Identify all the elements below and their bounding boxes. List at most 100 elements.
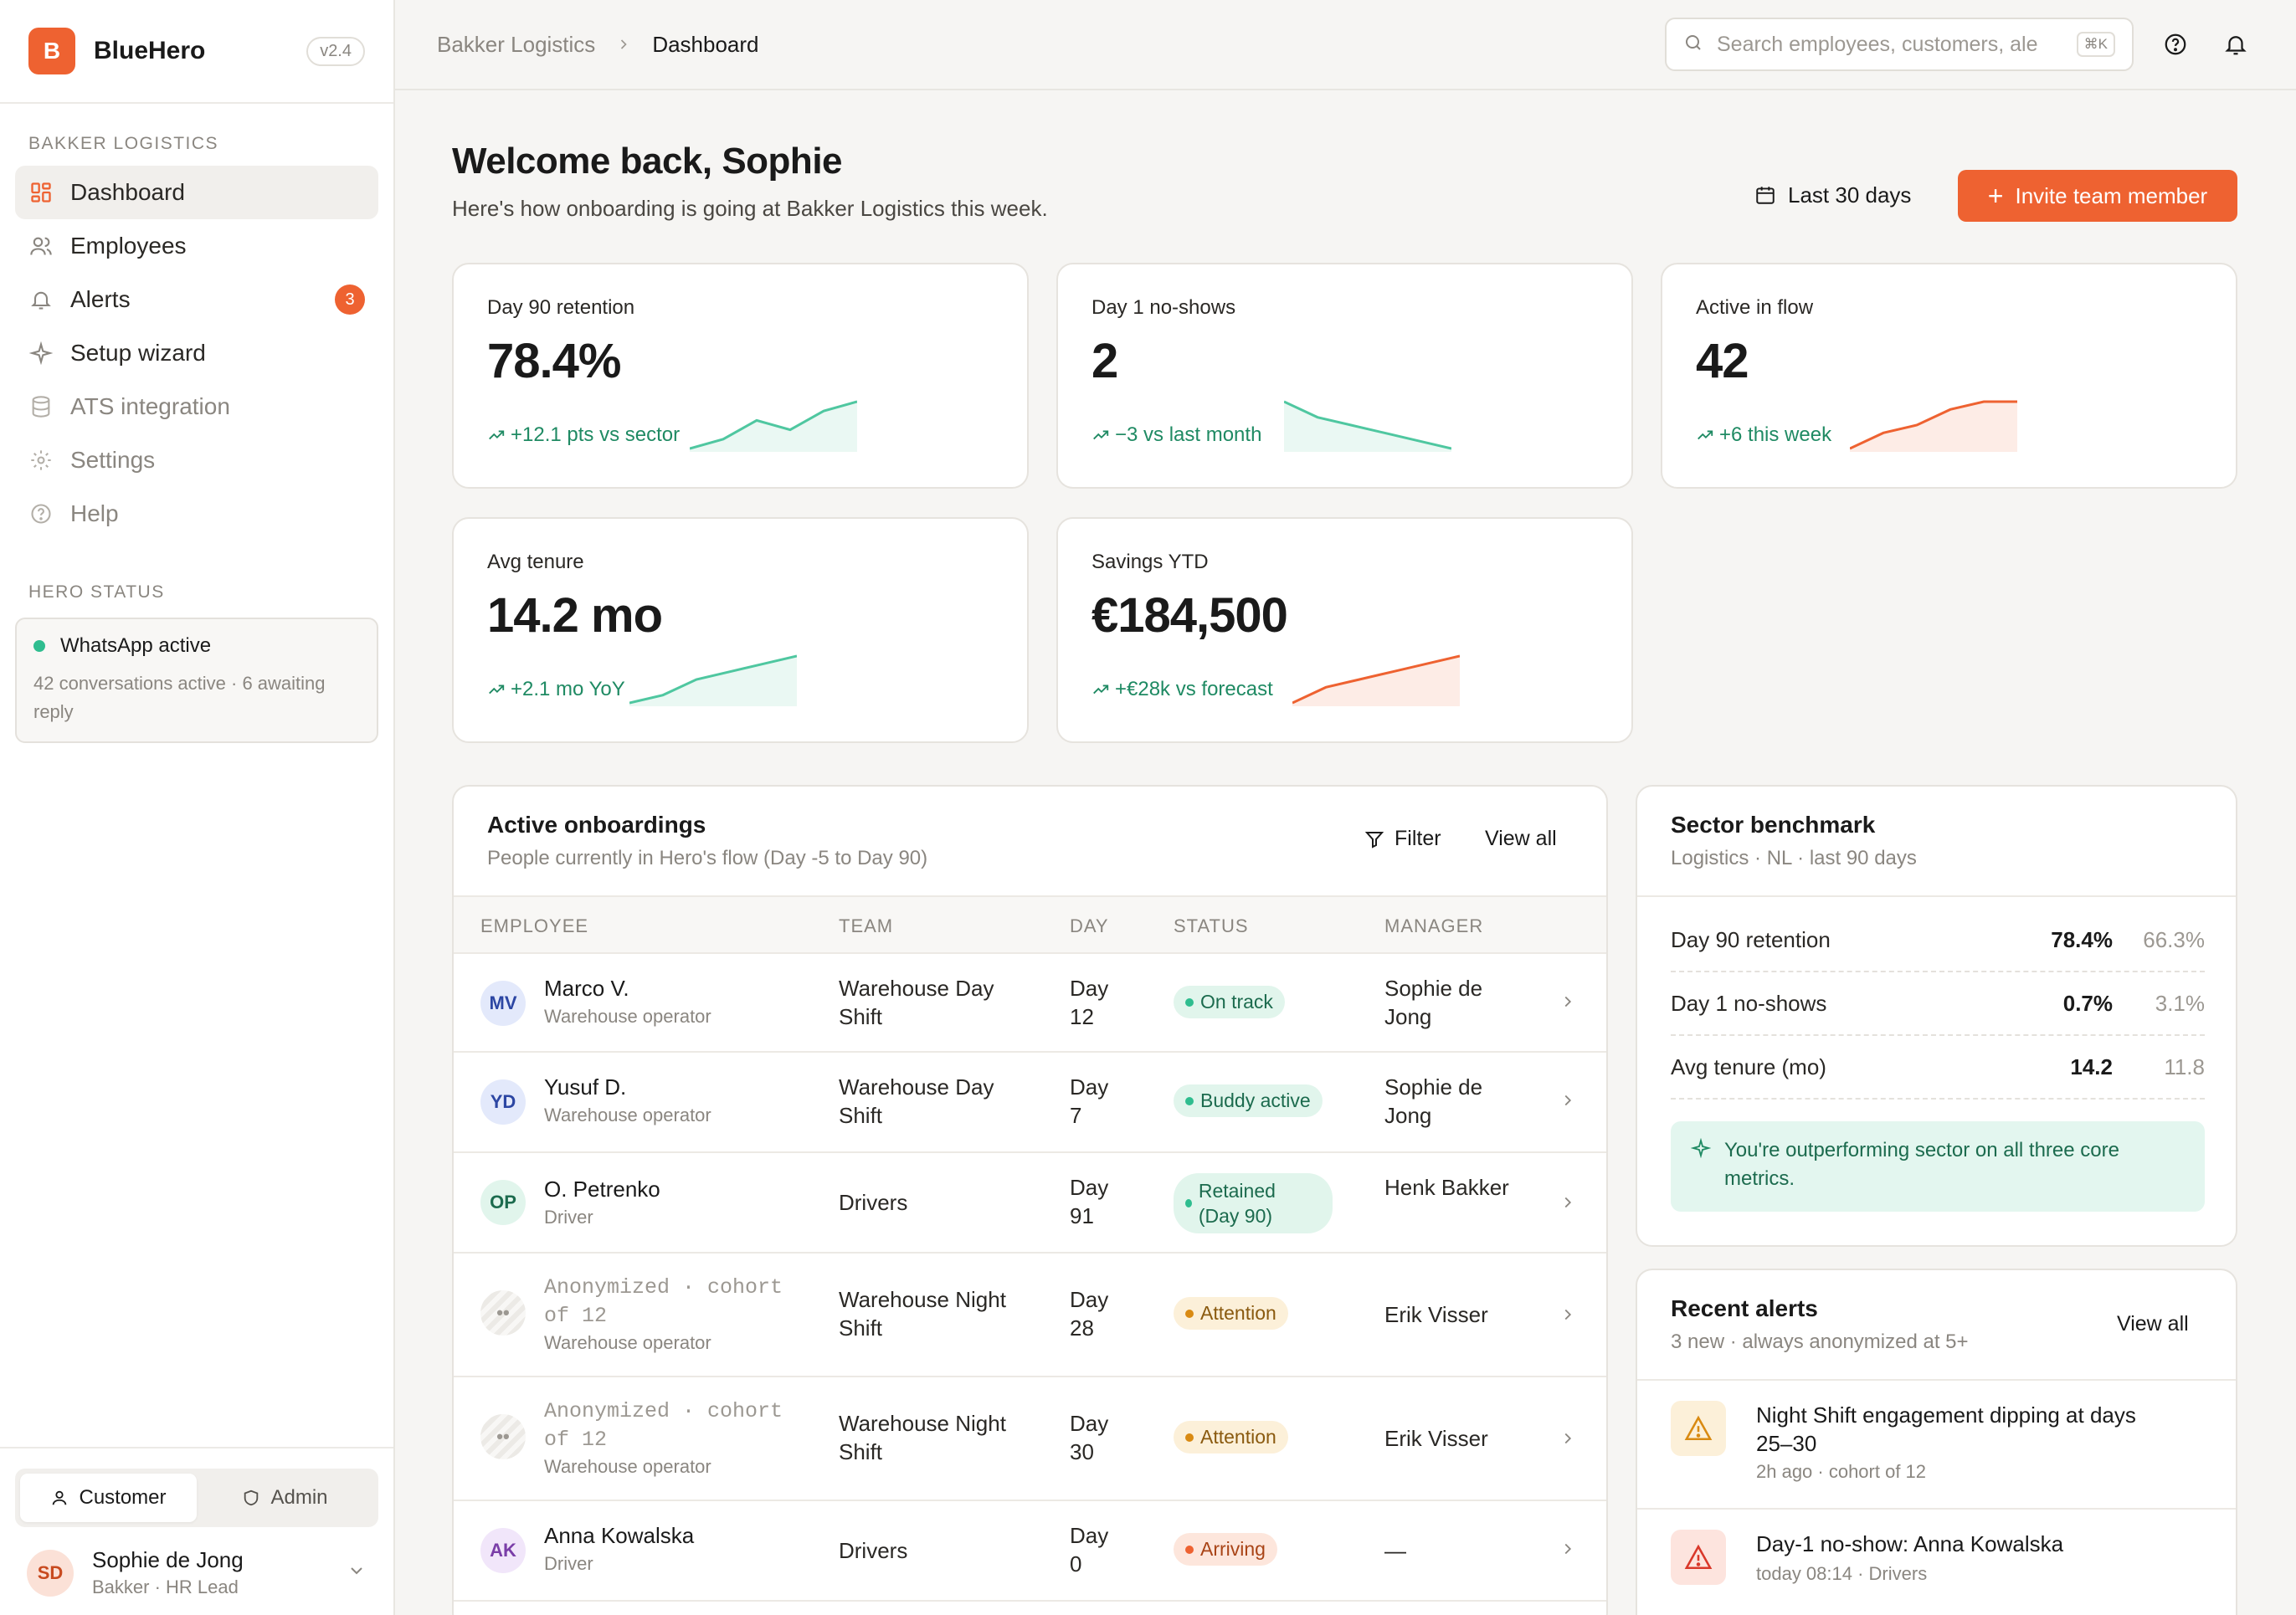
role-customer-button[interactable]: Customer <box>20 1474 197 1522</box>
recent-alerts-card: Recent alerts 3 new · always anonymized … <box>1636 1269 2237 1615</box>
brand-logo[interactable]: B <box>28 28 75 74</box>
table-row[interactable]: •• Anonymized · cohort of 12 Warehouse o… <box>454 1377 1606 1501</box>
hero-status-card[interactable]: WhatsApp active 42 conversations active … <box>15 618 378 743</box>
benchmark-sector: 66.3% <box>2143 926 2205 952</box>
kpi-card-avg-tenure[interactable]: Avg tenure 14.2 mo +2.1 mo YoY <box>452 517 1029 743</box>
sparkline-area <box>1292 656 1460 706</box>
column-header[interactable]: TEAM <box>839 915 894 936</box>
avatar: AK <box>480 1528 526 1573</box>
user-menu[interactable]: SD Sophie de Jong Bakker · HR Lead <box>15 1547 378 1598</box>
alert-title: Night Shift engagement dipping at days 2… <box>1756 1402 2136 1456</box>
kpi-trend: +6 this week <box>1696 423 1831 447</box>
team-cell: Warehouse Day Shift <box>839 976 994 1029</box>
plus-icon: + <box>1987 180 2004 211</box>
column-header[interactable]: EMPLOYEE <box>480 915 589 936</box>
kpi-card-day1-no-shows[interactable]: Day 1 no-shows 2 −3 vs last month <box>1056 263 1633 489</box>
benchmark-row: Day 90 retention 78.4% 66.3% <box>1671 909 2205 972</box>
kpi-card-active-in-flow[interactable]: Active in flow 42 +6 this week <box>1661 263 2237 489</box>
user-name: Sophie de Jong <box>92 1547 244 1572</box>
help-icon[interactable] <box>2157 26 2194 63</box>
chevron-right-icon <box>1564 996 1572 1007</box>
trend-up-icon <box>1093 684 1109 695</box>
chevron-right-icon <box>615 36 632 53</box>
table-row[interactable]: YD Yusuf D. Warehouse operator Warehouse… <box>454 1053 1606 1153</box>
sidebar-item-alerts[interactable]: Alerts 3 <box>15 273 378 326</box>
status-dot <box>1185 1433 1194 1442</box>
column-header[interactable]: DAY <box>1070 915 1109 936</box>
org-section-heading: BAKKER LOGISTICS <box>28 134 219 153</box>
user-meta: Sophie de Jong Bakker · HR Lead <box>92 1547 244 1598</box>
alert-item[interactable]: Night Shift engagement dipping at days 2… <box>1637 1379 2236 1508</box>
column-header[interactable]: STATUS <box>1174 915 1249 936</box>
column-header[interactable]: MANAGER <box>1384 915 1484 936</box>
sidebar-item-setup-wizard[interactable]: Setup wizard <box>15 326 378 380</box>
breadcrumb-current: Dashboard <box>652 31 759 57</box>
search-input[interactable] <box>1717 32 2068 57</box>
database-icon <box>28 394 54 419</box>
sector-benchmark-card: Sector benchmark Logistics · NL · last 9… <box>1636 785 2237 1247</box>
callout-text: You're outperforming sector on all three… <box>1724 1139 2119 1190</box>
kpi-value: 14.2 mo <box>487 588 663 643</box>
manager-cell: — <box>1384 1538 1406 1563</box>
team-cell: Warehouse Day Shift <box>839 1074 994 1128</box>
employee-name: Anna Kowalska <box>544 1523 695 1548</box>
sidebar-nav: Dashboard Employees Alerts 3 Setup wizar… <box>0 166 393 541</box>
alert-meta: today 08:14 · Drivers <box>1756 1563 1928 1584</box>
avatar: •• <box>480 1414 526 1459</box>
benchmark-callout: You're outperforming sector on all three… <box>1671 1121 2205 1212</box>
breadcrumb-root[interactable]: Bakker Logistics <box>437 31 596 57</box>
sidebar-item-label: Help <box>70 500 119 526</box>
status-text: Attention <box>1200 1302 1276 1324</box>
kpi-trend: +12.1 pts vs sector <box>487 423 680 447</box>
chevron-right-icon <box>1564 1433 1572 1444</box>
status-text: Buddy active <box>1200 1089 1311 1111</box>
hero-status-heading: HERO STATUS <box>28 582 165 602</box>
version-badge: v2.4 <box>306 36 365 66</box>
card-subtitle: People currently in Hero's flow (Day -5 … <box>487 847 928 869</box>
chevron-down-icon <box>347 1561 367 1585</box>
kpi-trend-text: +2.1 mo YoY <box>511 678 625 700</box>
card-subtitle: Logistics · NL · last 90 days <box>1671 847 1917 869</box>
error-icon <box>1671 1530 1726 1585</box>
kpi-sparkline <box>690 400 857 452</box>
date-range-button[interactable]: Last 30 days <box>1754 170 1911 220</box>
day-cell: Day 91 <box>1070 1175 1109 1228</box>
view-all-alerts-link[interactable]: View all <box>2117 1312 2189 1336</box>
status-dot <box>1185 1545 1194 1554</box>
status-text: Retained (Day 90) <box>1198 1180 1276 1227</box>
sidebar-item-ats-integration[interactable]: ATS integration <box>15 380 378 433</box>
view-all-onboardings-link[interactable]: View all <box>1485 827 1557 850</box>
invite-team-member-button[interactable]: + Invite team member <box>1958 170 2237 222</box>
table-row[interactable]: •• Anonymized · cohort of 12 Warehouse o… <box>454 1254 1606 1377</box>
sidebar-item-help[interactable]: Help <box>15 487 378 541</box>
sparkline-area <box>690 402 857 452</box>
employee-name: O. Petrenko <box>544 1177 660 1202</box>
kpi-value: 42 <box>1696 334 1749 388</box>
bell-icon[interactable] <box>2217 26 2254 63</box>
search-box: ⌘K <box>1665 18 2134 71</box>
chevron-right-icon <box>1564 1309 1572 1320</box>
manager-cell: Sophie de Jong <box>1384 1074 1483 1128</box>
filter-button[interactable]: Filter <box>1364 827 1441 851</box>
kpi-label: Day 90 retention <box>487 296 635 319</box>
employee-role: Warehouse operator <box>544 1105 711 1125</box>
alert-item[interactable]: Day-1 no-show: Anna Kowalska today 08:14… <box>1637 1508 2236 1615</box>
role-admin-button[interactable]: Admin <box>197 1474 373 1522</box>
benchmark-row: Day 1 no-shows 0.7% 3.1% <box>1671 972 2205 1036</box>
table-row[interactable]: AK Anna Kowalska Driver Drivers Day 0 Ar… <box>454 1501 1606 1602</box>
table-row[interactable]: OP O. Petrenko Driver Drivers Day 91 Ret… <box>454 1153 1606 1254</box>
status-text: On track <box>1200 991 1273 1013</box>
kpi-card-savings-ytd[interactable]: Savings YTD €184,500 +€28k vs forecast <box>1056 517 1633 743</box>
topbar: Bakker Logistics Dashboard ⌘K <box>395 0 2296 90</box>
kpi-card-day90-retention[interactable]: Day 90 retention 78.4% +12.1 pts vs sect… <box>452 263 1029 489</box>
table-header: EMPLOYEE TEAM DAY STATUS MANAGER <box>454 895 1606 954</box>
manager-cell: Henk Bakker <box>1384 1175 1509 1200</box>
manager-cell: Erik Visser <box>1384 1302 1488 1327</box>
sidebar-item-employees[interactable]: Employees <box>15 219 378 273</box>
card-title: Recent alerts <box>1671 1295 1818 1321</box>
table-row[interactable]: MV Marco V. Warehouse operator Warehouse… <box>454 954 1606 1053</box>
divider <box>1637 895 2236 897</box>
sidebar-item-settings[interactable]: Settings <box>15 433 378 487</box>
employee-name: Marco V. <box>544 976 629 1001</box>
sidebar-item-dashboard[interactable]: Dashboard <box>15 166 378 219</box>
